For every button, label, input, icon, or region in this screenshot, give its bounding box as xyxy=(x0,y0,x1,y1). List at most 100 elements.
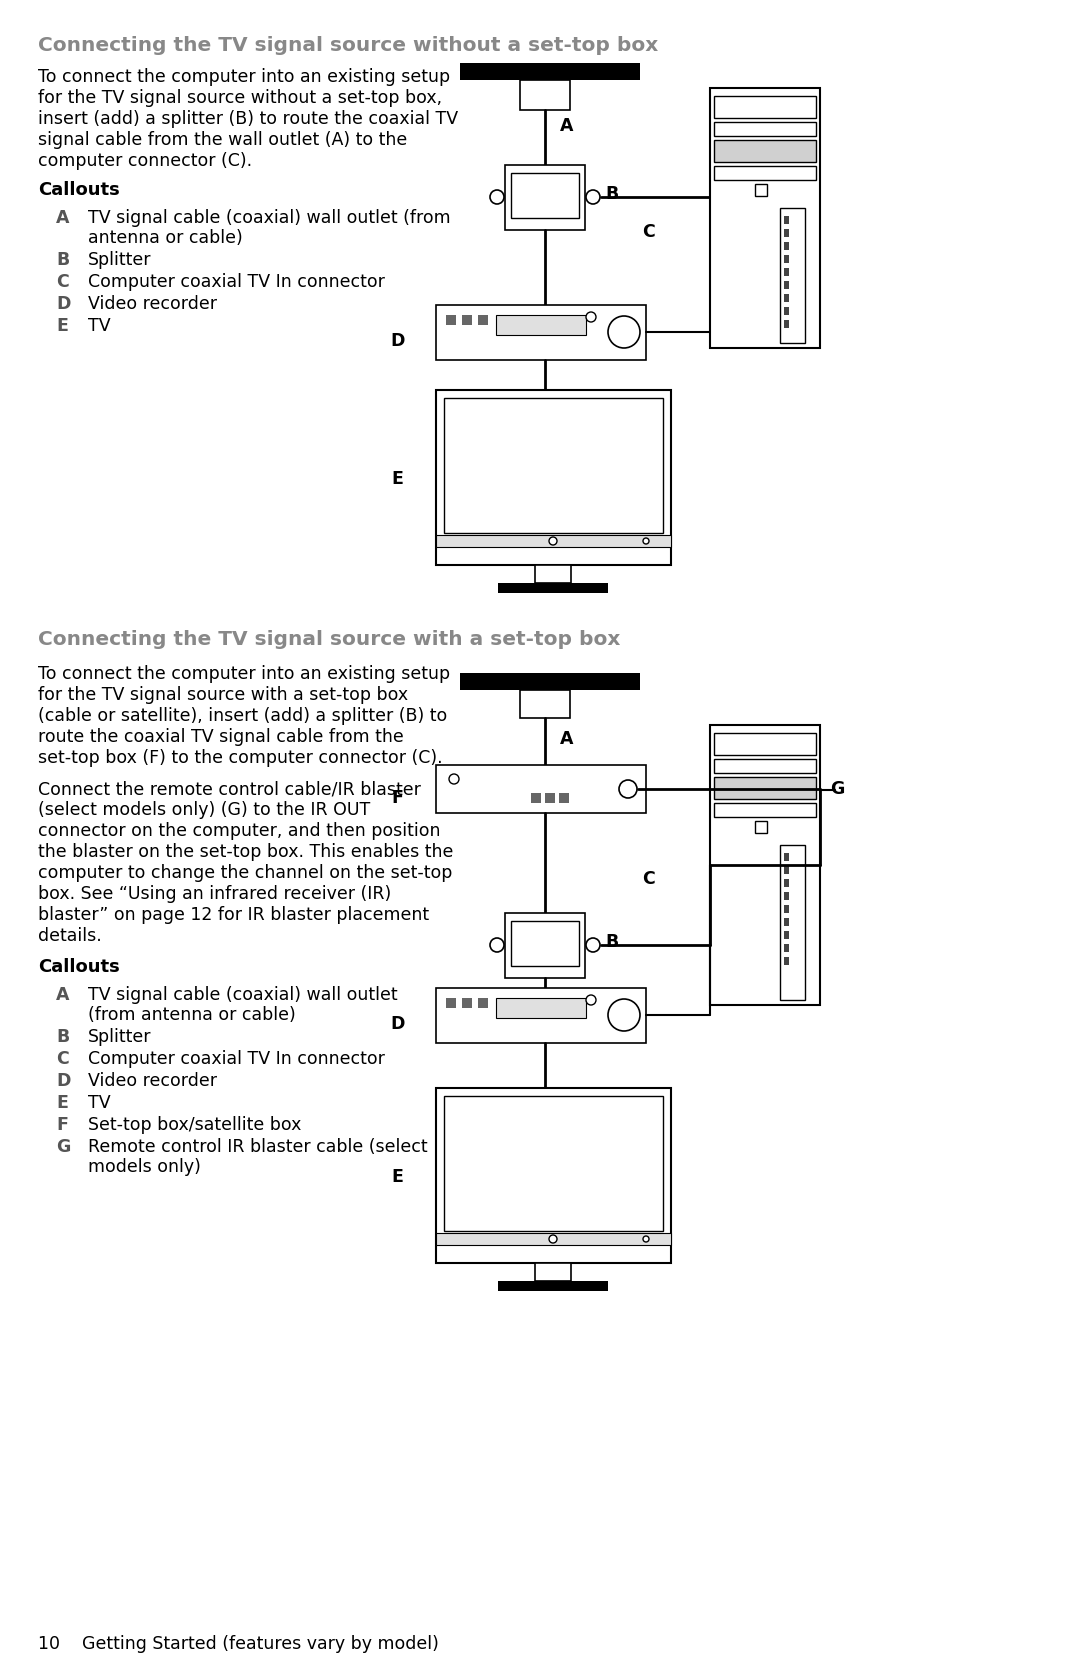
Circle shape xyxy=(619,779,637,798)
Text: (select models only) (G) to the IR OUT: (select models only) (G) to the IR OUT xyxy=(38,801,370,819)
Bar xyxy=(498,1282,608,1292)
Bar xyxy=(460,63,640,80)
Circle shape xyxy=(549,1235,557,1243)
Text: E: E xyxy=(391,471,403,487)
Bar xyxy=(784,918,789,926)
Bar xyxy=(784,853,789,861)
Bar xyxy=(784,891,789,900)
Circle shape xyxy=(608,315,640,349)
Bar xyxy=(780,845,805,1000)
Text: set-top box (F) to the computer connector (C).: set-top box (F) to the computer connecto… xyxy=(38,749,443,768)
Text: Splitter: Splitter xyxy=(87,250,151,269)
Bar xyxy=(436,1233,671,1245)
Bar xyxy=(714,140,816,162)
Circle shape xyxy=(643,1237,649,1242)
Bar xyxy=(478,315,488,325)
Text: F: F xyxy=(56,1117,68,1133)
Bar xyxy=(535,566,571,582)
Text: Callouts: Callouts xyxy=(38,958,120,976)
Text: Remote control IR blaster cable (select: Remote control IR blaster cable (select xyxy=(87,1138,428,1157)
Text: C: C xyxy=(56,1050,69,1068)
Bar xyxy=(505,165,585,230)
Text: D: D xyxy=(390,332,404,350)
Bar xyxy=(496,998,586,1018)
Text: connector on the computer, and then position: connector on the computer, and then posi… xyxy=(38,823,441,840)
Text: Splitter: Splitter xyxy=(87,1028,151,1046)
Text: Connecting the TV signal source without a set-top box: Connecting the TV signal source without … xyxy=(38,37,658,55)
Bar xyxy=(444,397,663,532)
Circle shape xyxy=(643,537,649,544)
Bar xyxy=(780,209,805,344)
Text: (from antenna or cable): (from antenna or cable) xyxy=(87,1006,296,1025)
Bar xyxy=(446,998,456,1008)
Bar xyxy=(714,165,816,180)
Text: G: G xyxy=(831,779,845,798)
Text: B: B xyxy=(605,185,618,204)
Text: B: B xyxy=(605,933,618,951)
Text: (cable or satellite), insert (add) a splitter (B) to: (cable or satellite), insert (add) a spl… xyxy=(38,708,447,724)
Text: Computer coaxial TV In connector: Computer coaxial TV In connector xyxy=(87,1050,384,1068)
Bar xyxy=(462,315,472,325)
Bar xyxy=(784,880,789,886)
Bar xyxy=(478,998,488,1008)
Text: D: D xyxy=(56,1071,70,1090)
Circle shape xyxy=(608,1000,640,1031)
Bar xyxy=(784,905,789,913)
Text: computer to change the channel on the set-top: computer to change the channel on the se… xyxy=(38,865,453,881)
Text: computer connector (C).: computer connector (C). xyxy=(38,152,252,170)
Bar xyxy=(710,88,820,349)
Text: Callouts: Callouts xyxy=(38,180,120,199)
Text: Connecting the TV signal source with a set-top box: Connecting the TV signal source with a s… xyxy=(38,629,620,649)
Text: A: A xyxy=(56,209,69,227)
Text: Set-top box/satellite box: Set-top box/satellite box xyxy=(87,1117,301,1133)
Bar xyxy=(519,80,570,110)
Text: details.: details. xyxy=(38,926,102,945)
Bar xyxy=(714,778,816,799)
Text: Computer coaxial TV In connector: Computer coaxial TV In connector xyxy=(87,274,384,290)
Bar xyxy=(545,793,555,803)
Text: F: F xyxy=(391,789,403,808)
Bar xyxy=(436,391,671,566)
Bar xyxy=(498,582,608,592)
Bar xyxy=(714,97,816,118)
Bar xyxy=(714,122,816,135)
Bar xyxy=(714,759,816,773)
Text: B: B xyxy=(56,1028,69,1046)
Text: for the TV signal source without a set-top box,: for the TV signal source without a set-t… xyxy=(38,88,442,107)
Bar xyxy=(784,242,789,250)
Text: D: D xyxy=(56,295,70,314)
Bar xyxy=(714,803,816,818)
Text: D: D xyxy=(390,1015,404,1033)
Bar xyxy=(784,956,789,965)
Bar xyxy=(784,307,789,315)
Text: To connect the computer into an existing setup: To connect the computer into an existing… xyxy=(38,68,450,87)
Bar xyxy=(755,184,767,195)
Text: E: E xyxy=(391,1168,403,1187)
Circle shape xyxy=(449,774,459,784)
Text: signal cable from the wall outlet (A) to the: signal cable from the wall outlet (A) to… xyxy=(38,130,407,149)
Text: B: B xyxy=(56,250,69,269)
Text: TV signal cable (coaxial) wall outlet: TV signal cable (coaxial) wall outlet xyxy=(87,986,397,1005)
Bar xyxy=(444,1097,663,1232)
Bar xyxy=(755,821,767,833)
Text: the blaster on the set-top box. This enables the: the blaster on the set-top box. This ena… xyxy=(38,843,454,861)
Bar xyxy=(559,793,569,803)
Text: for the TV signal source with a set-top box: for the TV signal source with a set-top … xyxy=(38,686,408,704)
Text: To connect the computer into an existing setup: To connect the computer into an existing… xyxy=(38,664,450,683)
Bar xyxy=(784,255,789,264)
Bar xyxy=(784,931,789,940)
Text: TV signal cable (coaxial) wall outlet (from: TV signal cable (coaxial) wall outlet (f… xyxy=(87,209,450,227)
Bar xyxy=(511,174,579,219)
Text: E: E xyxy=(56,1093,68,1112)
Circle shape xyxy=(586,938,600,951)
Bar xyxy=(784,294,789,302)
Bar xyxy=(460,673,640,689)
Circle shape xyxy=(586,190,600,204)
Text: insert (add) a splitter (B) to route the coaxial TV: insert (add) a splitter (B) to route the… xyxy=(38,110,458,129)
Bar xyxy=(784,269,789,275)
Bar xyxy=(710,724,820,1005)
Bar xyxy=(714,733,816,754)
Bar xyxy=(496,315,586,335)
Bar xyxy=(436,764,646,813)
Text: blaster” on page 12 for IR blaster placement: blaster” on page 12 for IR blaster place… xyxy=(38,906,429,925)
